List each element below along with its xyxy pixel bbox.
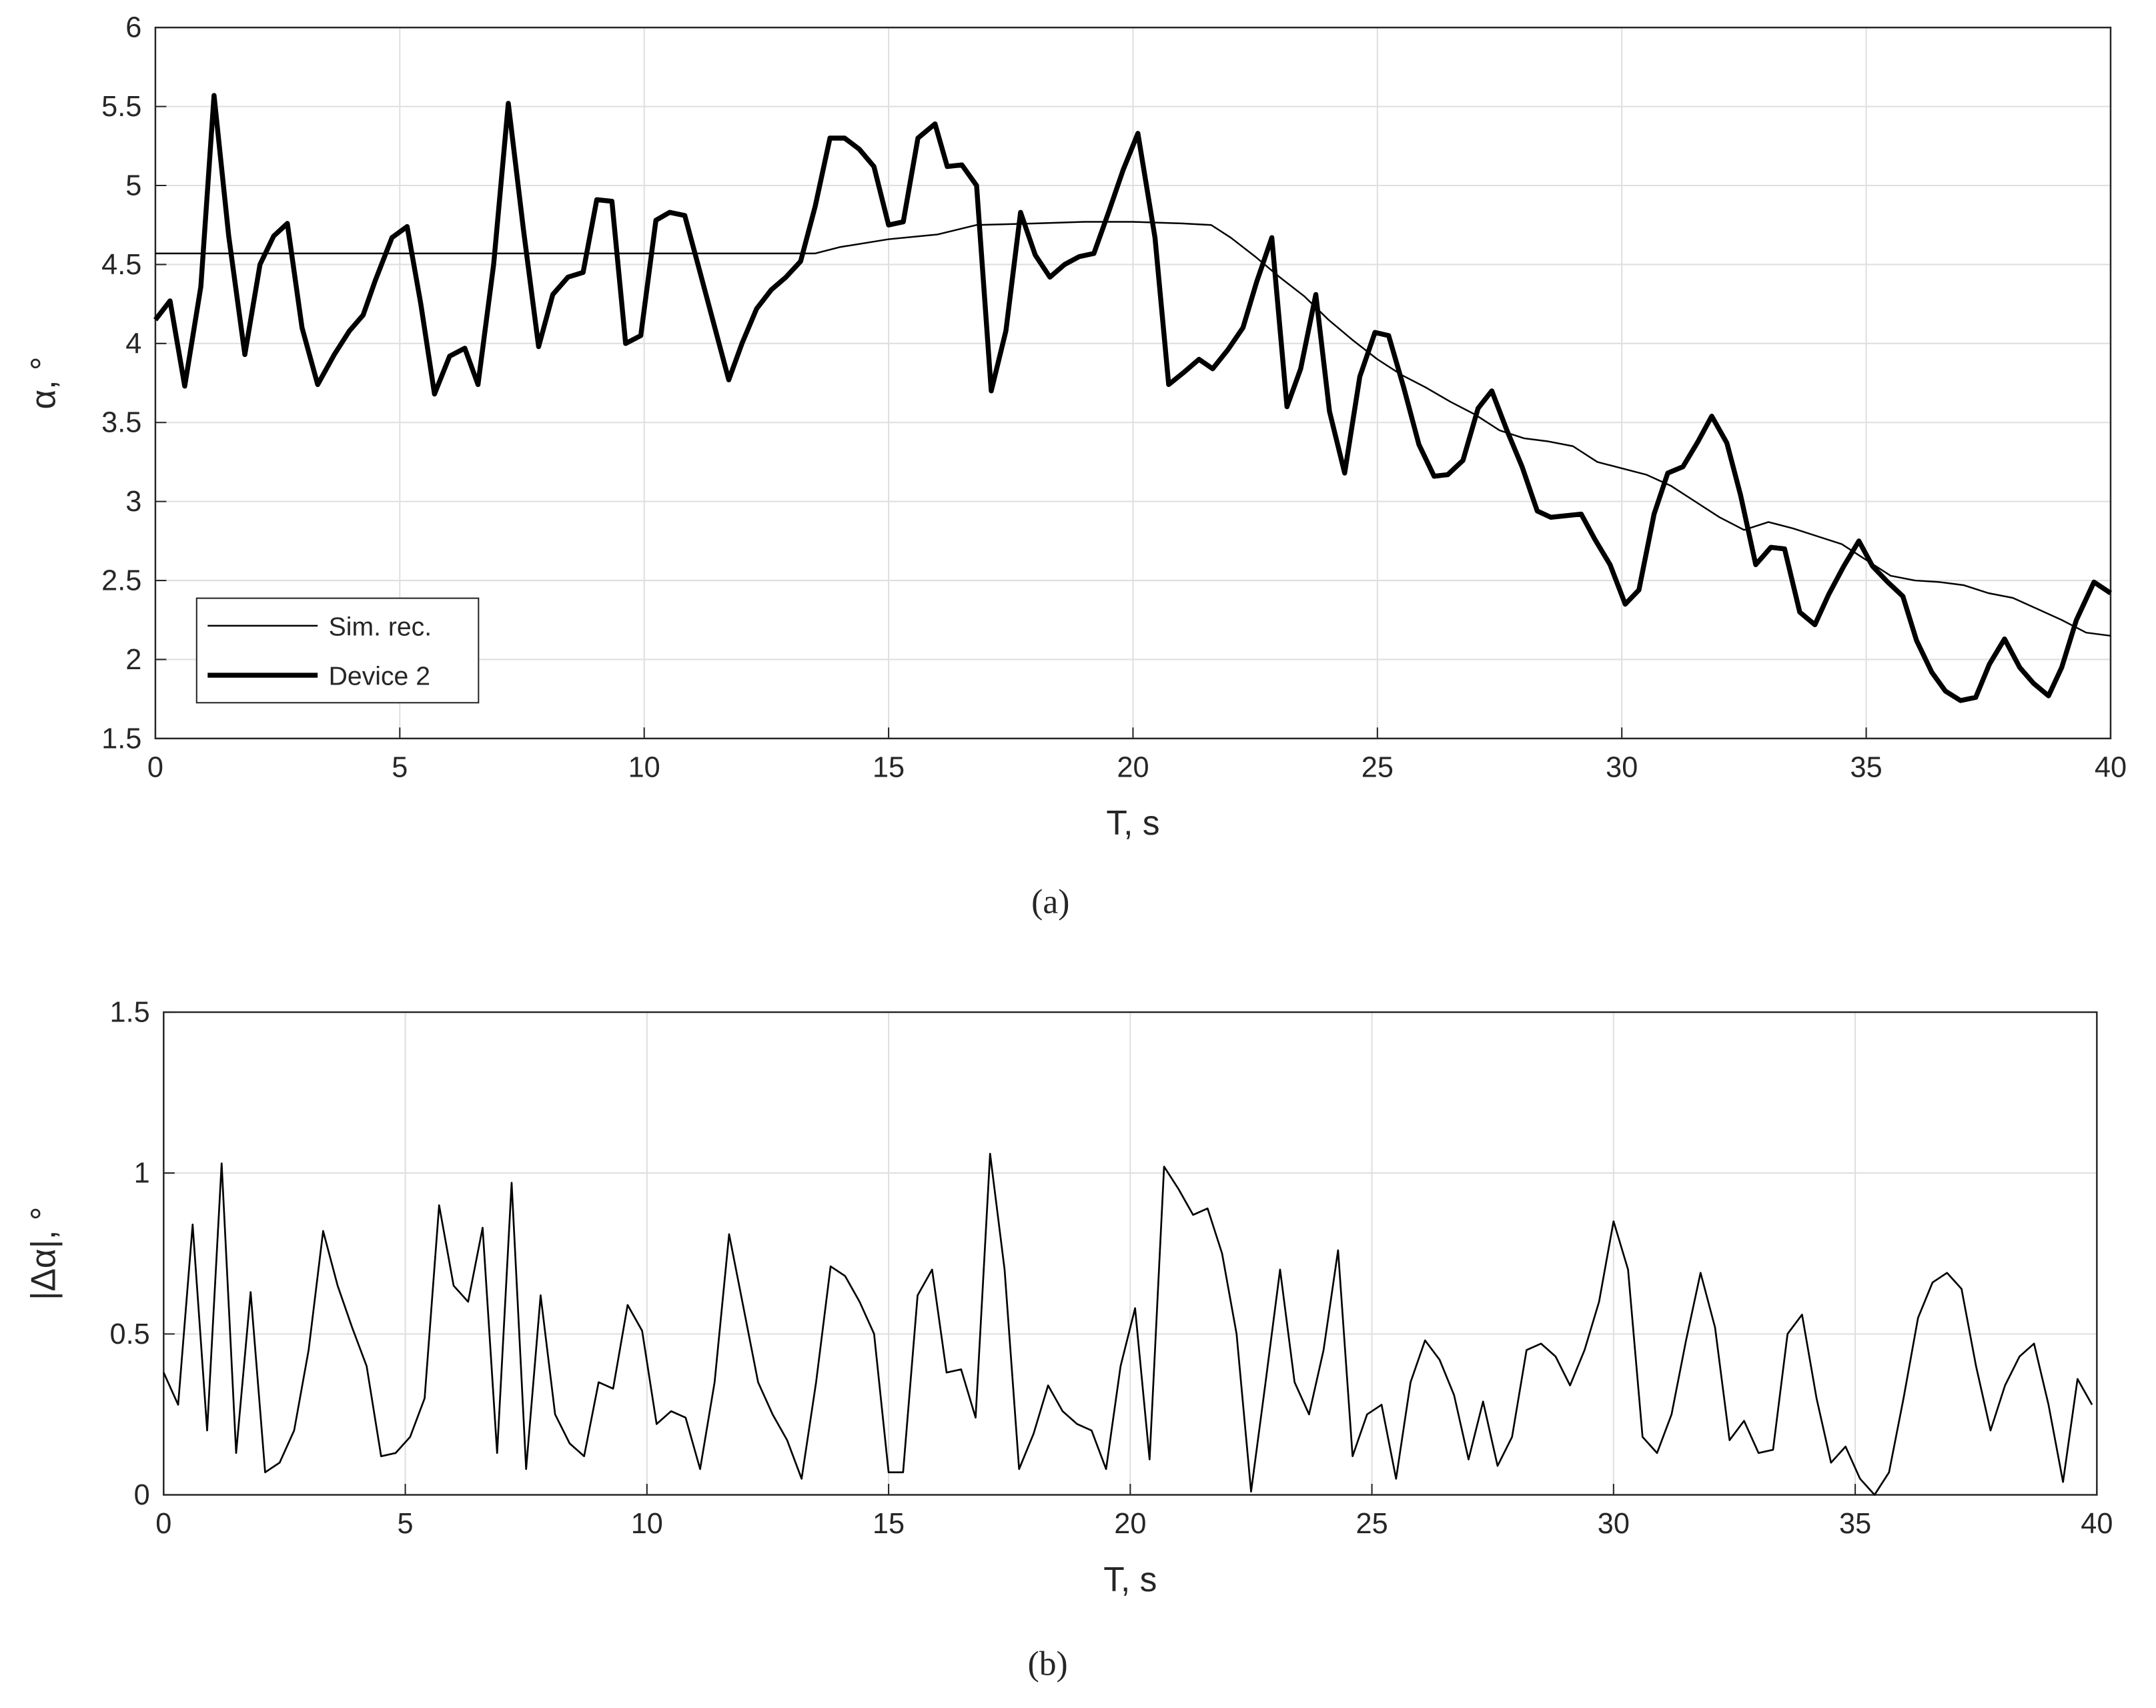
y-tick-label: 2 xyxy=(125,644,141,676)
y-tick-label: 4 xyxy=(125,328,141,360)
y-axis-label: α, ° xyxy=(23,357,62,410)
y-axis-label: |Δα|, ° xyxy=(23,1207,62,1300)
y-tick-label: 3.5 xyxy=(101,407,141,439)
y-tick-label: 1 xyxy=(134,1158,150,1190)
y-tick-label: 2.5 xyxy=(101,564,141,596)
x-tick-label: 10 xyxy=(631,1508,663,1540)
x-tick-label: 15 xyxy=(873,1508,905,1540)
x-tick-label: 10 xyxy=(628,752,660,784)
y-tick-label: 3 xyxy=(125,486,141,518)
x-tick-label: 35 xyxy=(1839,1508,1871,1540)
caption: (a) xyxy=(1031,883,1069,921)
x-tick-label: 30 xyxy=(1606,752,1638,784)
y-tick-label: 4.5 xyxy=(101,249,141,281)
x-tick-label: 40 xyxy=(2095,752,2127,784)
axes-box xyxy=(163,1011,2098,1496)
y-tick-label: 6 xyxy=(125,12,141,44)
x-tick-label: 20 xyxy=(1117,752,1149,784)
x-tick-label: 30 xyxy=(1598,1508,1630,1540)
x-tick-label: 20 xyxy=(1114,1508,1146,1540)
x-tick-label: 40 xyxy=(2081,1508,2113,1540)
x-tick-label: 0 xyxy=(155,1508,171,1540)
y-tick-label: 5.5 xyxy=(101,91,141,123)
y-tick-label: 1.5 xyxy=(101,723,141,755)
y-tick-label: 0 xyxy=(134,1479,150,1511)
x-tick-label: 25 xyxy=(1362,752,1394,784)
data-line xyxy=(153,93,2113,703)
x-tick-label: 25 xyxy=(1356,1508,1388,1540)
x-tick-label: 5 xyxy=(392,752,408,784)
x-tick-label: 35 xyxy=(1850,752,1882,784)
x-tick-label: 0 xyxy=(147,752,163,784)
y-tick-label: 5 xyxy=(125,169,141,201)
x-tick-label: 5 xyxy=(398,1508,414,1540)
y-tick-label: 0.5 xyxy=(110,1318,150,1350)
chart: 0 5 10 15 20 25 30 35 40 1.5 2 2.5 3 3.5 4 4.5 5 5.5 6 T, s… xyxy=(23,12,2127,921)
legend-box xyxy=(195,597,480,704)
axes-box xyxy=(154,26,2112,740)
x-tick-label: 15 xyxy=(873,752,905,784)
y-tick-label: 1.5 xyxy=(110,996,150,1028)
chart: 0 5 10 15 20 25 30 35 40 0 0.5 1 1.5 T, s |Δα|, ° (b) xyxy=(23,996,2113,1683)
legend-label: Device 2 xyxy=(329,662,430,691)
x-axis-label: T, s xyxy=(1103,1560,1157,1599)
x-axis-label: T, s xyxy=(1106,803,1159,842)
legend-label: Sim. rec. xyxy=(329,612,432,641)
data-line xyxy=(163,1152,2093,1496)
caption: (b) xyxy=(1028,1645,1068,1683)
data-line xyxy=(155,221,2111,637)
